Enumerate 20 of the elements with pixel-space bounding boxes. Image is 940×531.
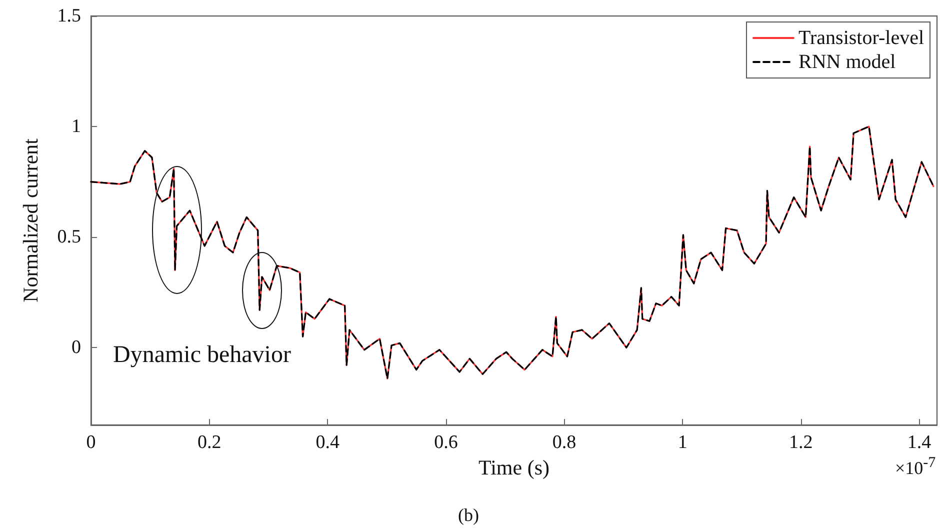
x-tick-label: 1 [678,432,688,453]
x-tick-label: 1.4 [907,432,932,453]
text: (b) [458,505,479,526]
y-tick-label: 1.5 [57,6,81,26]
x-tick-label: 0.4 [316,432,340,453]
line-series [90,126,934,380]
y-tick-label: 1 [72,116,81,138]
y-tick-label: 0 [72,337,81,358]
text: ×10$^{-7}$ [895,455,936,479]
y-axis-title: Normalized current [18,138,42,302]
x-axis-title: Time (s) [478,455,550,480]
annotation: Dynamic behavior [113,342,291,369]
legend-label: RNN model [798,51,896,73]
legend-label: Transistor-level [798,27,924,49]
x-tick-label: 0.2 [197,432,222,453]
x-tick-label: 1.2 [789,432,813,453]
x-tick-label: 0.6 [434,432,458,453]
x-tick-label: 0 [86,432,96,453]
y-tick-label: 0.5 [57,226,81,248]
x-tick-label: 0.8 [552,432,576,453]
